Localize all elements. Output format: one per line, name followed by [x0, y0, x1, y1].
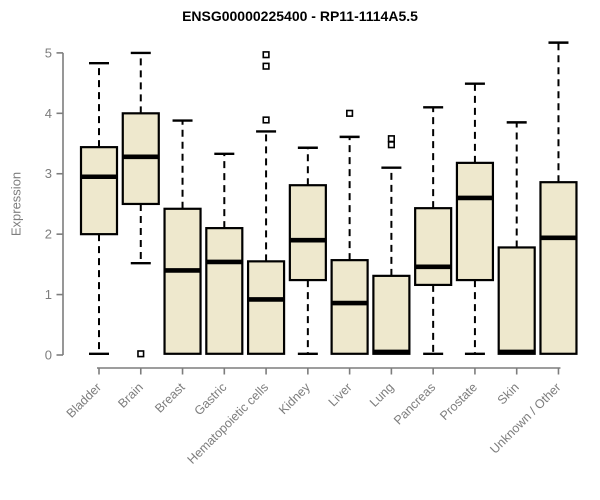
x-tick-label-bladder: Bladder	[64, 380, 104, 420]
y-tick-label: 4	[45, 106, 52, 121]
box-unknown-other	[539, 181, 578, 355]
x-tick-label-liver: Liver	[326, 380, 355, 409]
outlier-hematopoietic-cells	[262, 116, 270, 124]
x-tick-label-pancreas: Pancreas	[391, 380, 438, 427]
box-bladder	[79, 146, 119, 236]
box-skin	[497, 246, 536, 355]
x-tick-label-brain: Brain	[115, 380, 146, 411]
outlier-brain	[137, 350, 145, 358]
x-tick-label-skin: Skin	[495, 380, 522, 407]
outlier-lung	[387, 135, 395, 143]
x-tick-label-gastric: Gastric	[192, 380, 230, 418]
x-tick-label-lung: Lung	[367, 380, 397, 410]
x-tick-label-hematopoietic-cells: Hematopoietic cells	[185, 380, 272, 467]
y-tick-label: 0	[45, 348, 52, 363]
x-tick-label-breast: Breast	[152, 380, 188, 416]
x-tick-label-unknown-other: Unknown / Other	[487, 380, 563, 456]
outlier-lung	[387, 141, 395, 149]
box-breast	[163, 207, 202, 355]
y-tick-label: 2	[45, 227, 52, 242]
outlier-hematopoietic-cells	[262, 51, 270, 59]
box-liver	[330, 259, 369, 355]
box-hematopoietic-cells	[246, 260, 286, 355]
y-tick-label: 3	[45, 166, 52, 181]
box-pancreas	[414, 207, 453, 287]
x-tick-label-prostate: Prostate	[437, 380, 480, 423]
y-tick-label: 1	[45, 287, 52, 302]
y-tick-label: 5	[45, 45, 52, 60]
box-prostate	[455, 161, 495, 282]
box-lung	[372, 274, 411, 355]
outlier-hematopoietic-cells	[262, 62, 270, 70]
chart-title: ENSG00000225400 - RP11-1114A5.5	[182, 8, 418, 24]
x-tick-label-kidney: Kidney	[276, 380, 313, 417]
box-gastric	[205, 227, 244, 355]
box-kidney	[288, 184, 327, 282]
outlier-liver	[346, 109, 354, 117]
